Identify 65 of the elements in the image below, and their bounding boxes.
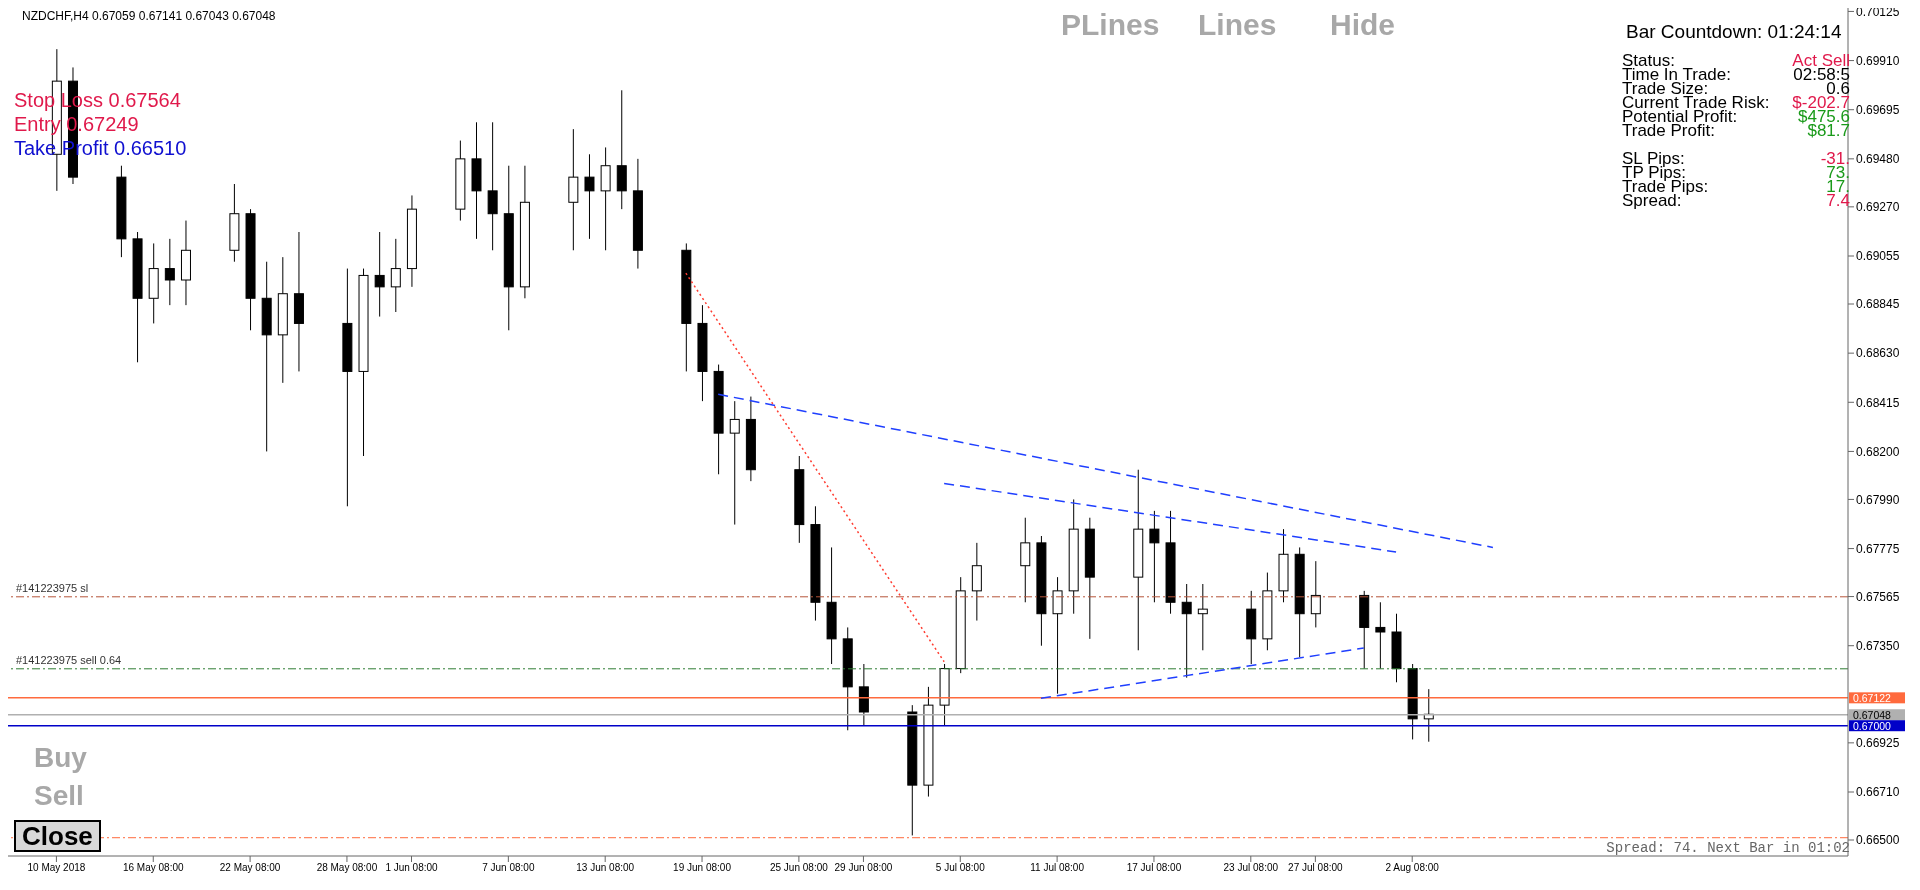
- x-tick-label: 11 Jul 08:00: [1030, 862, 1085, 874]
- x-tick-label: 17 Jul 08:00: [1126, 862, 1182, 874]
- annotation: Lines: [1198, 8, 1277, 41]
- candlestick: [584, 153, 595, 240]
- candlestick: [1375, 601, 1386, 670]
- chart-title: NZDCHF,H4 0.67059 0.67141 0.67043 0.67048: [22, 9, 276, 23]
- candlestick: [729, 400, 740, 526]
- candlestick: [1020, 517, 1031, 603]
- y-tick-label: 0.69695: [1856, 102, 1900, 117]
- annotation: Buy: [34, 742, 87, 773]
- annotation: $81.7: [1807, 121, 1850, 140]
- ref-line-label: 0.67122: [1853, 691, 1892, 704]
- candlestick: [390, 238, 401, 313]
- x-tick-label: 28 May 08:00: [316, 862, 378, 874]
- y-tick-label: 0.67350: [1856, 638, 1900, 653]
- annotation: Spread:: [1622, 191, 1682, 210]
- y-tick-label: 0.69270: [1856, 200, 1900, 215]
- y-tick-label: 0.69055: [1856, 249, 1900, 264]
- x-tick-label: 7 Jun 08:00: [482, 862, 535, 874]
- x-tick-label: 19 Jun 08:00: [673, 862, 732, 874]
- candlestick: [487, 121, 498, 251]
- x-tick-label: 23 Jul 08:00: [1223, 862, 1279, 874]
- candlestick: [1197, 583, 1208, 651]
- ref-line-label: #141223975 sell 0.64: [16, 653, 122, 666]
- ref-line-label: 0.67048: [1853, 708, 1892, 721]
- y-tick-label: 0.68200: [1856, 444, 1900, 459]
- x-tick-label: 2 Aug 08:00: [1385, 862, 1440, 874]
- annotation: Sell: [34, 780, 84, 811]
- ref-line-label: #141223975 sl: [16, 581, 89, 594]
- annotation: Hide: [1330, 8, 1396, 41]
- x-tick-label: 29 Jun 08:00: [834, 862, 893, 874]
- y-tick-label: 0.67565: [1856, 589, 1900, 604]
- annotation: PLines: [1061, 8, 1160, 41]
- y-tick-label: 0.68415: [1856, 395, 1900, 410]
- candlestick: [374, 231, 385, 318]
- annotation: Close: [14, 820, 101, 852]
- annotation: 7.4: [1826, 191, 1850, 210]
- x-tick-label: 22 May 08:00: [219, 862, 281, 874]
- y-tick-label: 0.69910: [1856, 53, 1900, 68]
- y-tick-label: 0.69480: [1856, 152, 1900, 167]
- candlestick: [1149, 510, 1160, 603]
- candlestick: [1052, 576, 1063, 695]
- y-tick-label: 0.68630: [1856, 346, 1900, 361]
- annotation: Spread: 74. Next Bar in 01:02: [1606, 840, 1850, 856]
- x-tick-label: 25 Jun 08:00: [769, 862, 829, 874]
- candlestick: [1181, 583, 1192, 679]
- y-tick-label: 0.67990: [1856, 492, 1900, 507]
- annotation: Trade Profit:: [1622, 121, 1715, 140]
- y-tick-label: 0.66710: [1856, 785, 1900, 800]
- ref-line-label: 0.67000: [1853, 719, 1892, 732]
- candlestick: [1423, 688, 1434, 743]
- candlestick: [1310, 560, 1321, 628]
- x-tick-label: 13 Jun 08:00: [576, 862, 635, 874]
- candlestick: [164, 238, 175, 306]
- y-tick-label: 0.68845: [1856, 297, 1900, 312]
- x-tick-label: 1 Jun 08:00: [385, 862, 439, 874]
- y-tick-label: 0.66925: [1856, 736, 1900, 751]
- x-tick-label: 27 Jul 08:00: [1288, 862, 1344, 874]
- x-tick-label: 10 May 2018: [27, 862, 86, 874]
- y-tick-label: 0.67775: [1856, 541, 1900, 556]
- x-tick-label: 5 Jul 08:00: [935, 862, 986, 874]
- y-tick-label: 0.70125: [1856, 4, 1900, 19]
- y-tick-label: 0.66500: [1856, 833, 1900, 848]
- x-tick-label: 16 May 08:00: [122, 862, 184, 874]
- annotation: Bar Countdown: 01:24:14: [1626, 21, 1842, 42]
